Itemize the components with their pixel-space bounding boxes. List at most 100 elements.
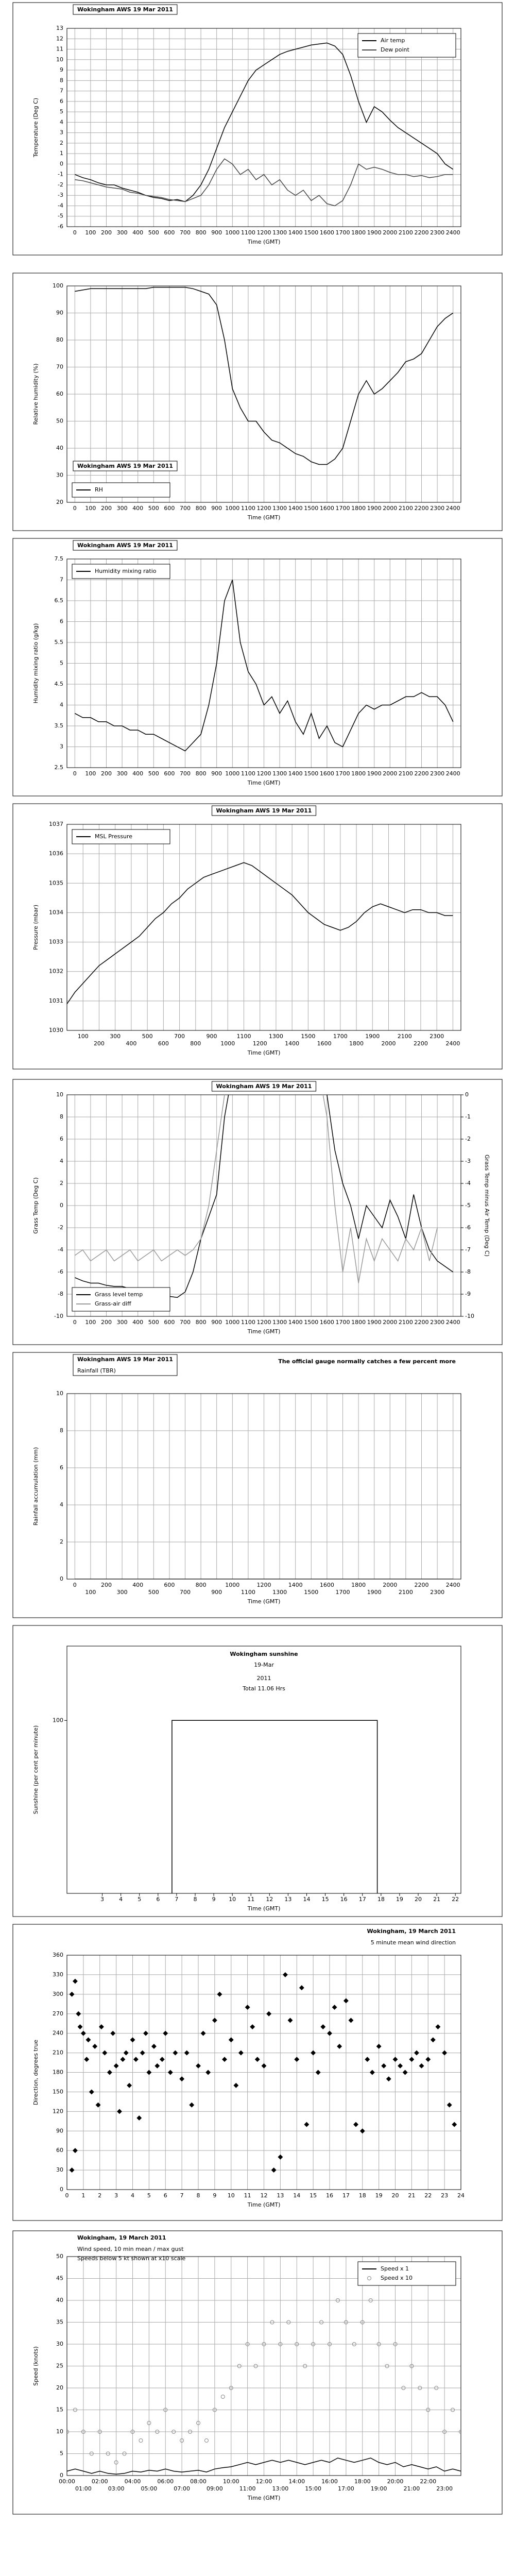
x-tick-label: 500 [142,1033,153,1040]
data-point [426,2408,431,2412]
x-tick-label: 17 [359,1896,366,1903]
y-tick-label: 3.5 [55,722,64,729]
x-tick-label: 2100 [399,770,413,777]
y-tick-label: 50 [56,418,63,425]
x-tick-label: 0 [73,1319,77,1326]
data-point [287,2018,293,2023]
x-tick-label: 18:00 [354,2478,371,2485]
x-tick-label: 100 [78,1033,89,1040]
y-tick-label: 5 [60,108,63,115]
x-tick-label: 400 [132,1319,143,1326]
plot-marks [75,42,454,207]
plot-border [66,28,461,227]
x-tick-label: 1100 [241,505,255,512]
data-point [89,2451,94,2456]
data-point [418,2386,422,2390]
data-point [402,2070,408,2075]
x-tick-label: 300 [117,1589,128,1596]
y2-tick-label: -9 [465,1291,471,1297]
y2-tick-label: 0 [465,1091,469,1098]
data-point [294,2057,300,2062]
data-line [75,286,454,465]
data-point [368,2298,373,2302]
data-point [315,2070,321,2075]
data-point [335,2298,340,2302]
x-tick-label: 300 [117,770,128,777]
x-tick-label: 1300 [272,1319,287,1326]
data-point [212,2408,217,2412]
plot-area [67,1646,461,1893]
y-tick-label: 330 [53,1971,63,1978]
x-tick-label: 10 [229,1896,236,1903]
data-point [386,2076,391,2082]
x-tick-label: 16:00 [321,2478,338,2485]
title-box [73,4,178,15]
y-tick-label: 1032 [49,968,63,975]
x-tick-label: 600 [164,1319,175,1326]
data-point [167,2070,173,2075]
x-tick-label: 01:00 [75,2485,92,2492]
x-tick-label: 18 [359,2192,366,2199]
data-point [97,2430,102,2434]
x-tick-label: 2400 [446,1319,460,1326]
x-tick-label: 16 [326,2192,333,2199]
data-point [311,2342,316,2346]
x-tick-label: 04:00 [125,2478,141,2485]
data-point [229,2386,233,2390]
x-tick-label: 1600 [320,1319,334,1326]
x-tick-label: 2300 [430,1319,444,1326]
x-tick-label: 1000 [225,1319,239,1326]
x-tick-label: 2400 [446,770,460,777]
y-tick-label: 30 [56,2341,63,2347]
x-tick-label: 800 [196,770,207,777]
y-axis-label: Sunshine (per cent per minute) [32,1725,39,1814]
data-point [409,2057,415,2062]
y-tick-label: 360 [53,1952,63,1958]
x-tick-label: 1800 [351,770,366,777]
data-point [381,2063,387,2069]
y-tick-label: 30 [56,2166,63,2173]
y-tick-label: 7.5 [55,555,64,562]
data-point [348,2018,354,2023]
y-tick-label: 2 [60,1180,63,1187]
x-tick-label: 1000 [225,1582,239,1588]
y-axis-label: Rainfall accumulation (mm) [32,1447,39,1526]
y-axis-label: Grass Temp (Deg C) [32,1177,39,1234]
chart-title: Wokingham AWS 19 Mar 2011 [77,6,173,13]
x-tick-label: 2300 [430,229,444,236]
x-tick-label: 2000 [383,505,397,512]
x-tick-label: 100 [85,229,96,236]
data-line [67,2458,461,2475]
data-point [95,2102,101,2108]
data-point [217,1991,222,1997]
y-tick-label: -10 [54,1313,63,1319]
plot-border [66,2256,461,2476]
y-tick-label: 1031 [49,997,63,1004]
y-tick-label: 40 [56,2297,63,2303]
y-tick-label: 8 [60,77,63,83]
x-tick-label: 500 [148,505,159,512]
data-point [130,2037,135,2043]
data-point [92,2043,98,2049]
x-tick-label: 1400 [288,770,303,777]
data-point [143,2030,148,2036]
y2-axis-label: Grass Temp minus Air Temp (Deg C) [484,1155,490,1257]
x-tick-label: 2000 [383,1582,397,1588]
y-tick-label: -2 [58,1224,63,1231]
y-tick-label: 1033 [49,939,63,945]
x-tick-label: 1100 [241,229,255,236]
data-point [332,2005,337,2010]
y-tick-label: 1034 [49,909,63,916]
chart-title: Wokingham AWS 19 Mar 2011 [77,542,173,549]
data-point [113,2063,119,2069]
x-tick-label: 17 [342,2192,350,2199]
x-tick-label: 1 [81,2192,85,2199]
x-tick-label: 20 [392,2192,399,2199]
y-tick-label: 4 [60,118,63,125]
data-point [133,2057,139,2062]
title-box [73,1354,178,1376]
x-tick-label: 400 [132,229,143,236]
plot-marks [67,2298,461,2475]
x-tick-label: 11 [244,2192,251,2199]
x-axis-label: Time (GMT) [247,239,281,245]
